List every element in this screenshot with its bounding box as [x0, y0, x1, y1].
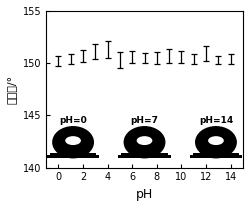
Ellipse shape: [137, 136, 152, 145]
Text: pH=14: pH=14: [199, 116, 233, 125]
Bar: [190, 155, 242, 158]
Ellipse shape: [195, 126, 237, 158]
X-axis label: pH: pH: [136, 188, 153, 201]
Bar: [193, 153, 239, 157]
Ellipse shape: [124, 126, 166, 158]
Text: pH=7: pH=7: [130, 116, 158, 125]
Bar: [122, 153, 168, 157]
Ellipse shape: [65, 136, 81, 145]
Y-axis label: 接触角/°: 接触角/°: [7, 75, 17, 104]
Ellipse shape: [208, 136, 224, 145]
Ellipse shape: [52, 126, 94, 158]
Bar: [50, 153, 96, 157]
Text: pH=0: pH=0: [59, 116, 87, 125]
Bar: [47, 155, 99, 158]
Bar: [118, 155, 171, 158]
